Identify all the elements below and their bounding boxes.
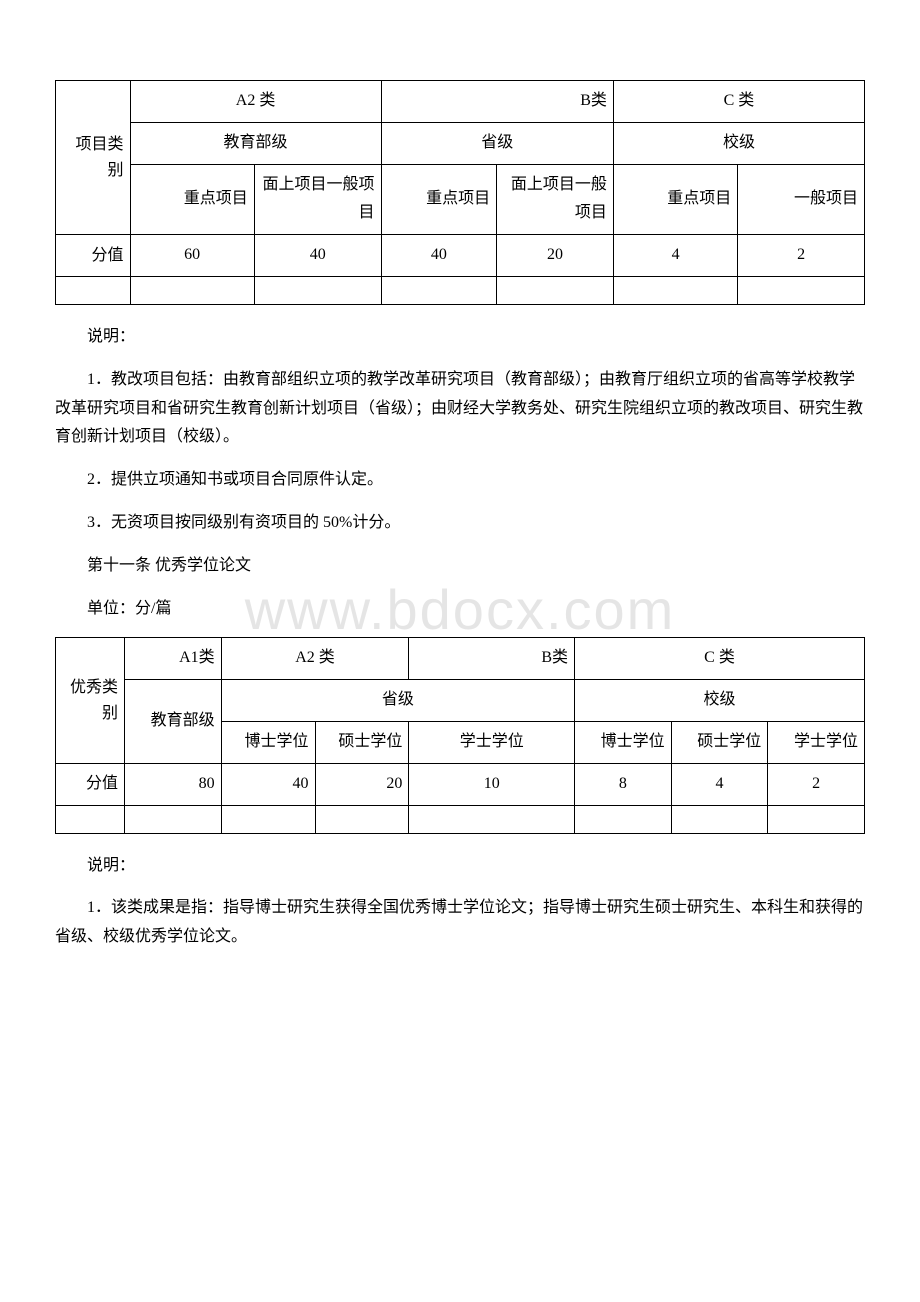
cell-d5: 博士学位 [575,721,672,763]
cell-d4: 学士学位 [409,721,575,763]
cell-d6: 硕士学位 [671,721,768,763]
cell-key1: 重点项目 [130,164,254,235]
value-cell: 20 [497,235,614,277]
table-project-categories: 项目类别 A2 类 B类 C 类 教育部级 省级 校级 重点项目 面上项目一般项… [55,80,865,305]
header-b: B类 [381,81,613,123]
value-cell: 40 [381,235,497,277]
row-label-score: 分值 [56,763,125,805]
cell-d3: 硕士学位 [315,721,409,763]
header-prov: 省级 [221,680,574,722]
value-cell: 20 [315,763,409,805]
value-cell: 80 [125,763,222,805]
table-row: 重点项目 面上项目一般项目 重点项目 面上项目一般项目 重点项目 一般项目 [56,164,865,235]
table-row-empty [56,276,865,304]
header-school: 校级 [613,122,864,164]
table-row: 分值 80 40 20 10 8 4 2 [56,763,865,805]
table-thesis-categories: 优秀类别 A1类 A2 类 B类 C 类 教育部级 省级 校级 博士学位 硕士学… [55,637,865,833]
header-edu: 教育部级 [125,680,222,764]
value-cell: 40 [254,235,381,277]
cell-key3: 重点项目 [613,164,737,235]
value-cell: 4 [671,763,768,805]
cell-key2: 重点项目 [381,164,497,235]
value-cell: 2 [768,763,865,805]
table-row: 项目类别 A2 类 B类 C 类 [56,81,865,123]
paragraph: 1．教改项目包括：由教育部组织立项的教学改革研究项目（教育部级）；由教育厅组织立… [55,366,865,452]
value-cell: 8 [575,763,672,805]
header-prov: 省级 [381,122,613,164]
value-cell: 10 [409,763,575,805]
paragraph: 1．该类成果是指：指导博士研究生获得全国优秀博士学位论文；指导博士研究生硕士研究… [55,894,865,952]
cell-gen3: 一般项目 [738,164,865,235]
value-cell: 4 [613,235,737,277]
header-a2: A2 类 [221,638,409,680]
table-row: 分值 60 40 40 20 4 2 [56,235,865,277]
unit-label: 单位：分/篇 [55,595,865,624]
cell-d2: 博士学位 [221,721,315,763]
cell-gen1: 面上项目一般项目 [254,164,381,235]
table-row-empty [56,805,865,833]
document-content: 项目类别 A2 类 B类 C 类 教育部级 省级 校级 重点项目 面上项目一般项… [55,80,865,952]
header-a2: A2 类 [130,81,381,123]
row-label-score: 分值 [56,235,131,277]
header-school: 校级 [575,680,865,722]
header-c: C 类 [613,81,864,123]
paragraph: 3．无资项目按同级别有资项目的 50%计分。 [55,509,865,538]
section-heading: 第十一条 优秀学位论文 [55,552,865,581]
value-cell: 60 [130,235,254,277]
table-row: 优秀类别 A1类 A2 类 B类 C 类 [56,638,865,680]
header-a1: A1类 [125,638,222,680]
row-label-category: 优秀类别 [56,638,125,763]
table-row: 教育部级 省级 校级 [56,122,865,164]
value-cell: 2 [738,235,865,277]
cell-gen2: 面上项目一般项目 [497,164,614,235]
table-row: 教育部级 省级 校级 [56,680,865,722]
header-edu: 教育部级 [130,122,381,164]
cell-d7: 学士学位 [768,721,865,763]
note-label: 说明： [55,852,865,881]
row-label-category: 项目类别 [56,81,131,235]
header-b: B类 [409,638,575,680]
paragraph: 2．提供立项通知书或项目合同原件认定。 [55,466,865,495]
value-cell: 40 [221,763,315,805]
header-c: C 类 [575,638,865,680]
note-label: 说明： [55,323,865,352]
